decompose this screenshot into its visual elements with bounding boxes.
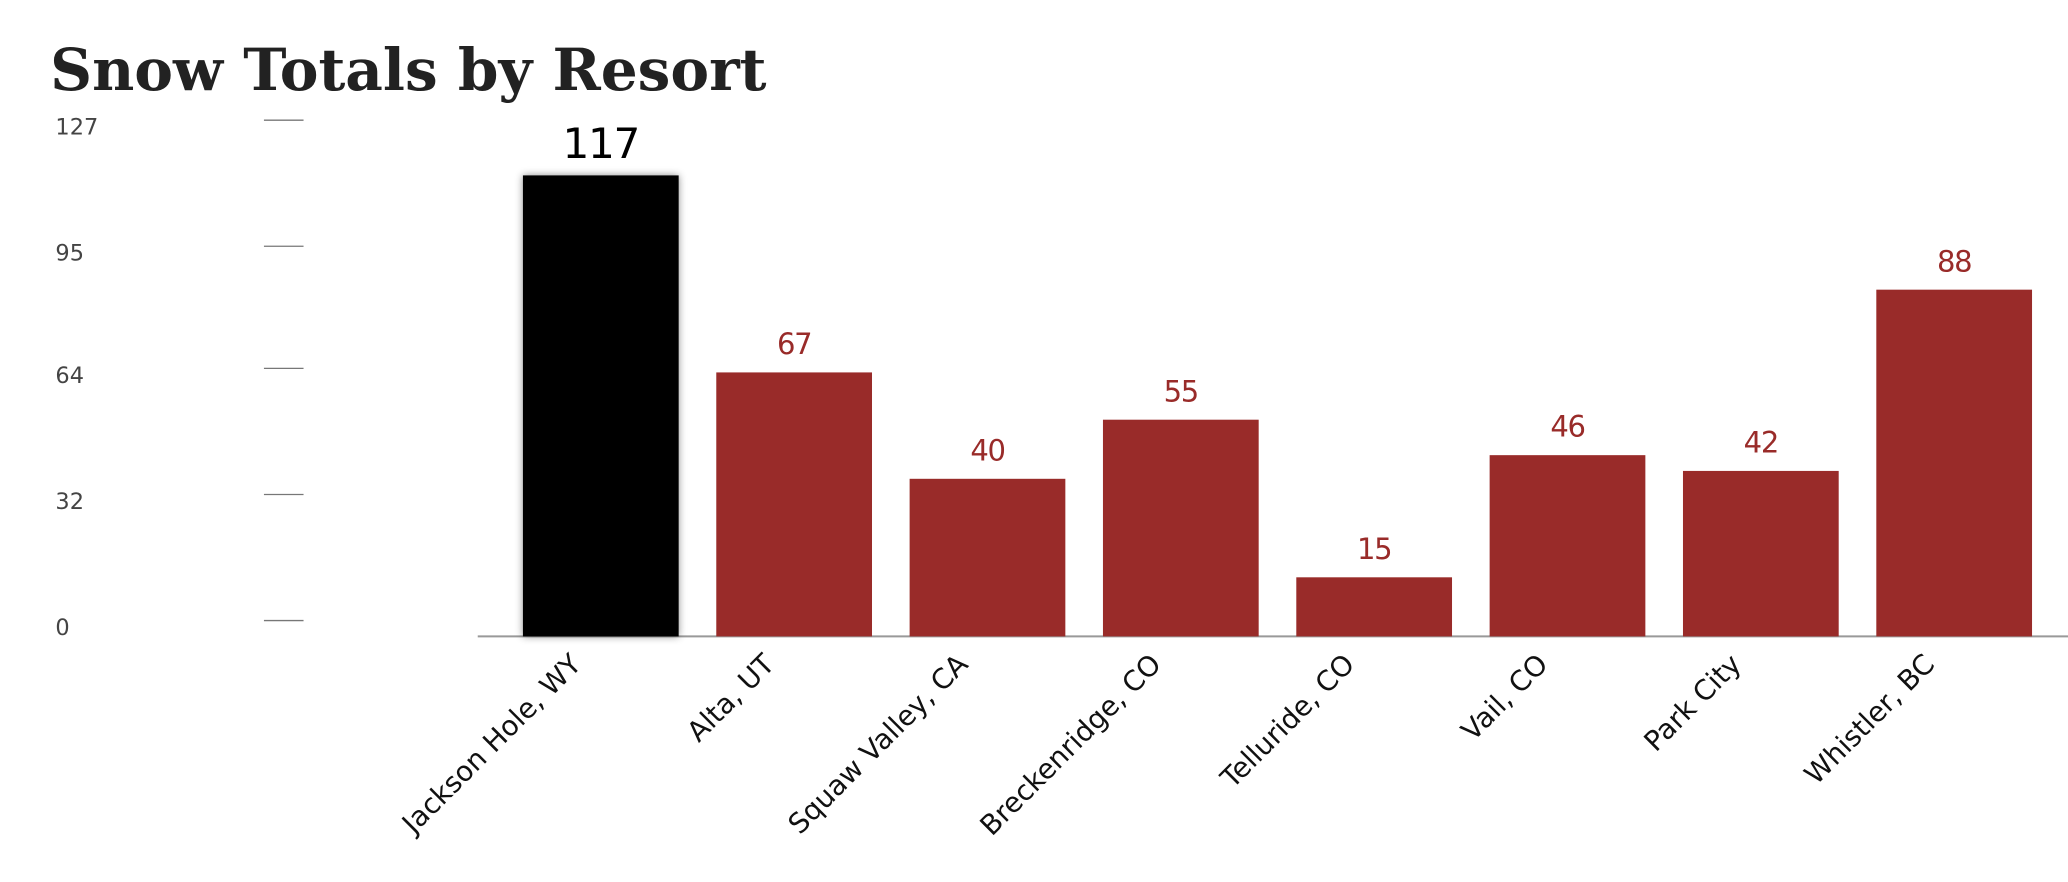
y-tick-label: 127 [55, 115, 98, 141]
x-tick-label: Park City [1637, 647, 1747, 757]
x-tick-label: Jackson Hole, WY [394, 647, 588, 841]
y-tick-label: 95 [55, 241, 84, 267]
x-tick-label: Breckenridge, CO [973, 647, 1167, 841]
value-label: 46 [1550, 410, 1584, 444]
y-tick-label: 0 [55, 615, 69, 641]
bar [522, 175, 679, 637]
value-label: 88 [1937, 244, 1971, 278]
value-label: 42 [1744, 426, 1778, 460]
y-tick-label: 32 [55, 489, 84, 515]
bar [909, 478, 1066, 637]
value-label: 67 [777, 327, 811, 361]
chart-title: Snow Totals by Resort [50, 35, 767, 104]
bar [1876, 289, 2033, 637]
value-label: 15 [1357, 532, 1391, 566]
x-tick-label: Squaw Valley, CA [781, 647, 974, 840]
x-tick-label: Whistler, BC [1798, 647, 1941, 790]
x-tick-label: Alta, UT [680, 647, 781, 748]
value-label: 55 [1164, 374, 1198, 408]
bar [1682, 470, 1839, 637]
x-tick-label: Telluride, CO [1213, 647, 1361, 795]
bar [716, 372, 873, 637]
bar [1296, 577, 1453, 637]
value-label: 40 [970, 433, 1004, 467]
x-tick-label: Vail, CO [1455, 647, 1555, 747]
value-label: 117 [562, 119, 639, 168]
bar [1489, 455, 1646, 637]
y-tick-label: 64 [55, 363, 84, 389]
bar [1102, 419, 1259, 637]
